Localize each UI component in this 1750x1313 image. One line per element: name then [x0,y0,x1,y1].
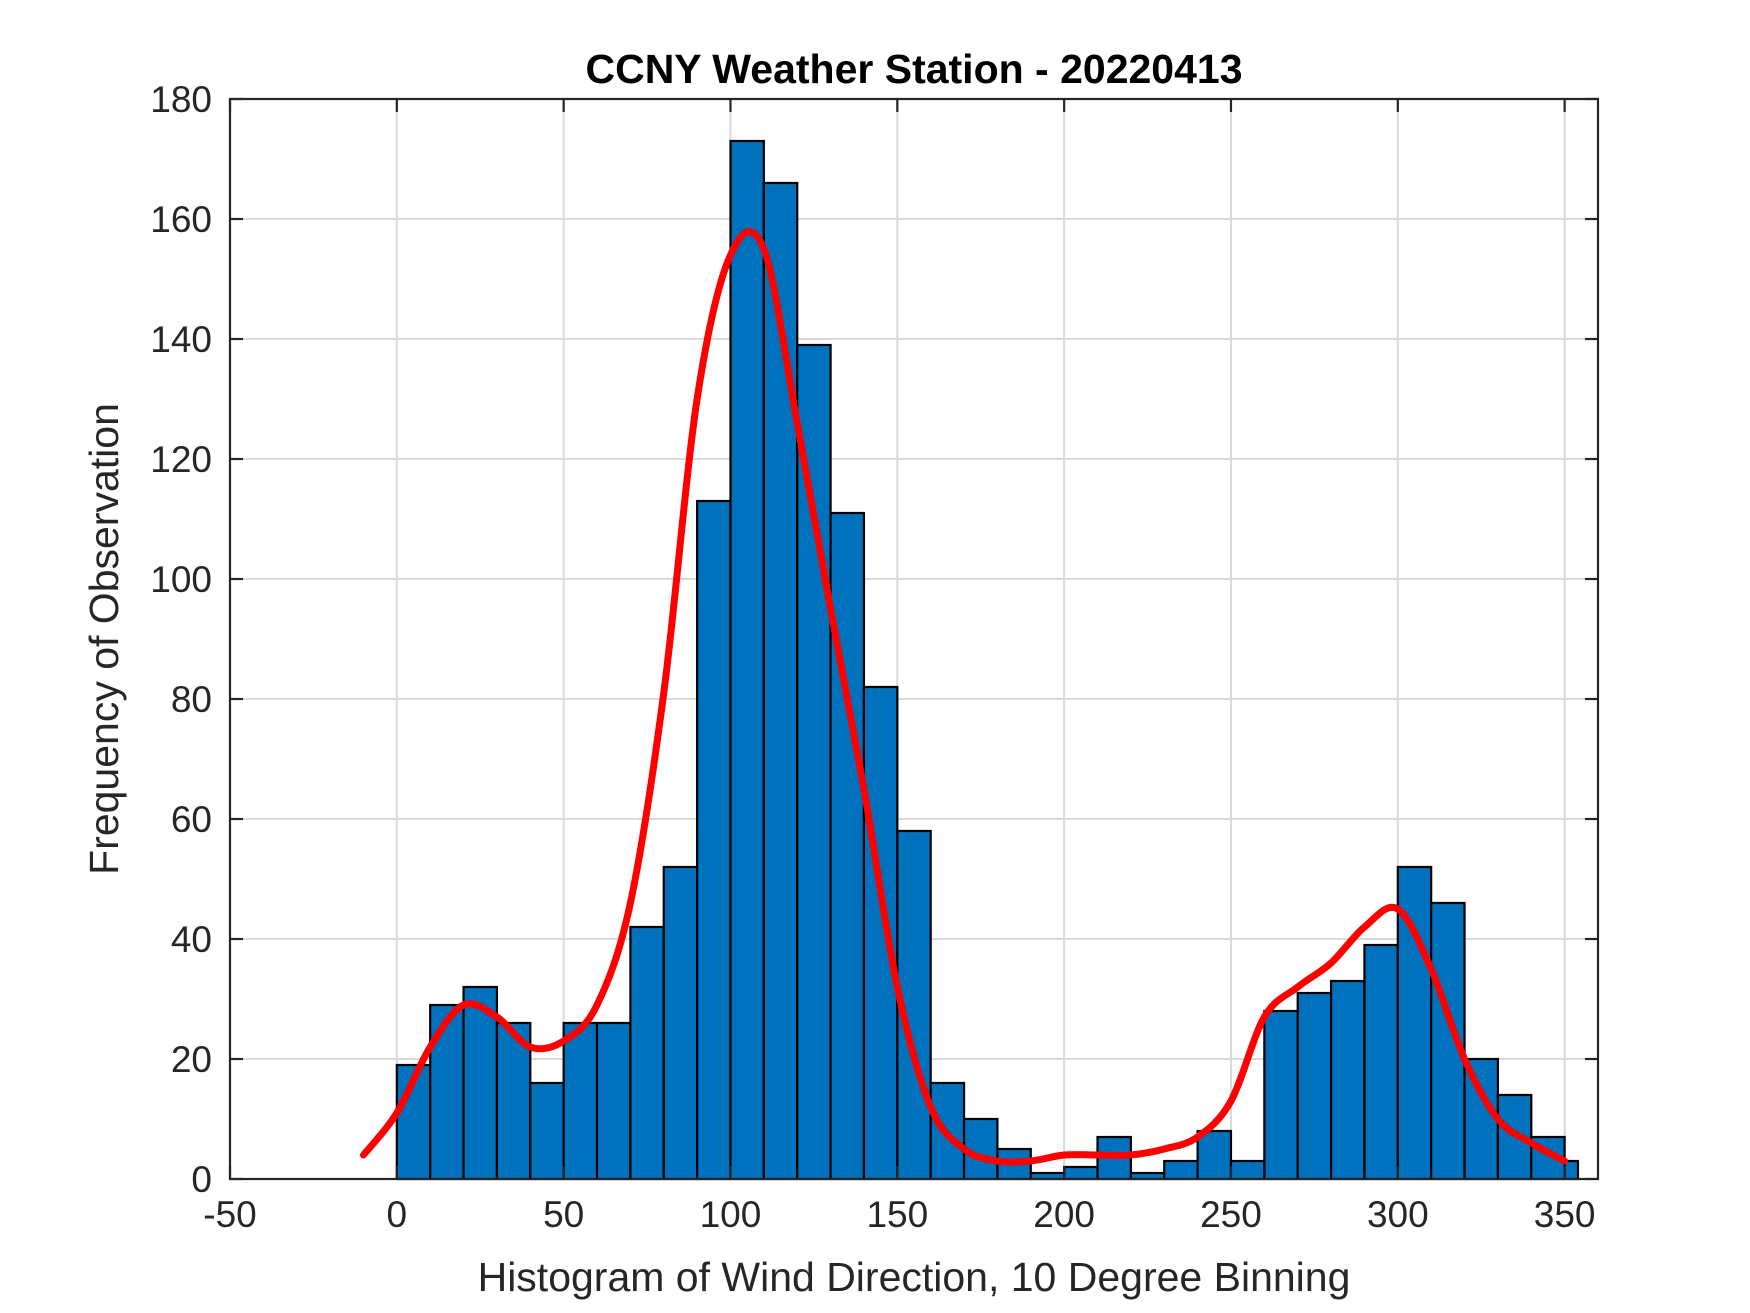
y-tick-label: 60 [171,799,212,840]
histogram-bar [529,1081,565,1181]
x-tick-label: 350 [1534,1194,1596,1235]
bar-layer [395,139,1580,1181]
histogram-bar [1363,943,1399,1181]
x-tick-label: 0 [387,1194,408,1235]
y-tick-label: 180 [150,79,212,120]
x-tick-label: 200 [1033,1194,1095,1235]
plot-frame [228,97,1600,1181]
y-tick-label: 80 [171,679,212,720]
y-tick-label: 120 [150,439,212,480]
histogram-bar [862,685,899,1181]
x-tick-label: -50 [203,1194,256,1235]
histogram-bar [495,1021,532,1181]
histogram-bar [729,139,765,1181]
histogram-bar [696,499,732,1181]
curve-layer [359,228,1569,1166]
x-tick-labels: -50 0 50 100 150 200 250 300 350 [203,1194,1595,1235]
x-tick-label: 150 [866,1194,928,1235]
x-tick-label: 50 [543,1194,584,1235]
x-tick-label: 250 [1200,1194,1262,1235]
y-tick-label: 140 [150,319,212,360]
y-tick-label: 100 [150,559,212,600]
histogram-bar [429,1003,465,1181]
y-tick-label: 20 [171,1039,212,1080]
x-tick-label: 300 [1367,1194,1429,1235]
histogram-bar [1063,1165,1099,1181]
x-tick-label: 100 [700,1194,762,1235]
histogram-bar [629,925,665,1181]
histogram-bar [1263,1009,1299,1181]
histogram-bar [662,865,699,1181]
x-axis-label: Histogram of Wind Direction, 10 Degree B… [478,1254,1351,1300]
histogram-bar [1296,991,1333,1181]
histogram-bar [796,343,832,1181]
histogram-bar [1329,979,1366,1181]
y-tick-label: 40 [171,919,212,960]
tick-layer [228,97,1598,1181]
histogram-bar [595,1021,632,1181]
histogram-bar [829,511,866,1181]
histogram-bar [1163,1159,1199,1181]
histogram-bar [1229,1159,1266,1181]
histogram-bar [562,1021,599,1181]
histogram-bar [1196,1129,1233,1181]
y-tick-label: 160 [150,199,212,240]
y-axis-label: Frequency of Observation [81,403,127,875]
y-tick-labels: 0 20 40 60 80 100 120 140 160 180 [150,79,212,1200]
y-tick-label: 0 [191,1159,212,1200]
chart-title: CCNY Weather Station - 20220413 [585,46,1242,92]
density-curve [359,228,1569,1166]
